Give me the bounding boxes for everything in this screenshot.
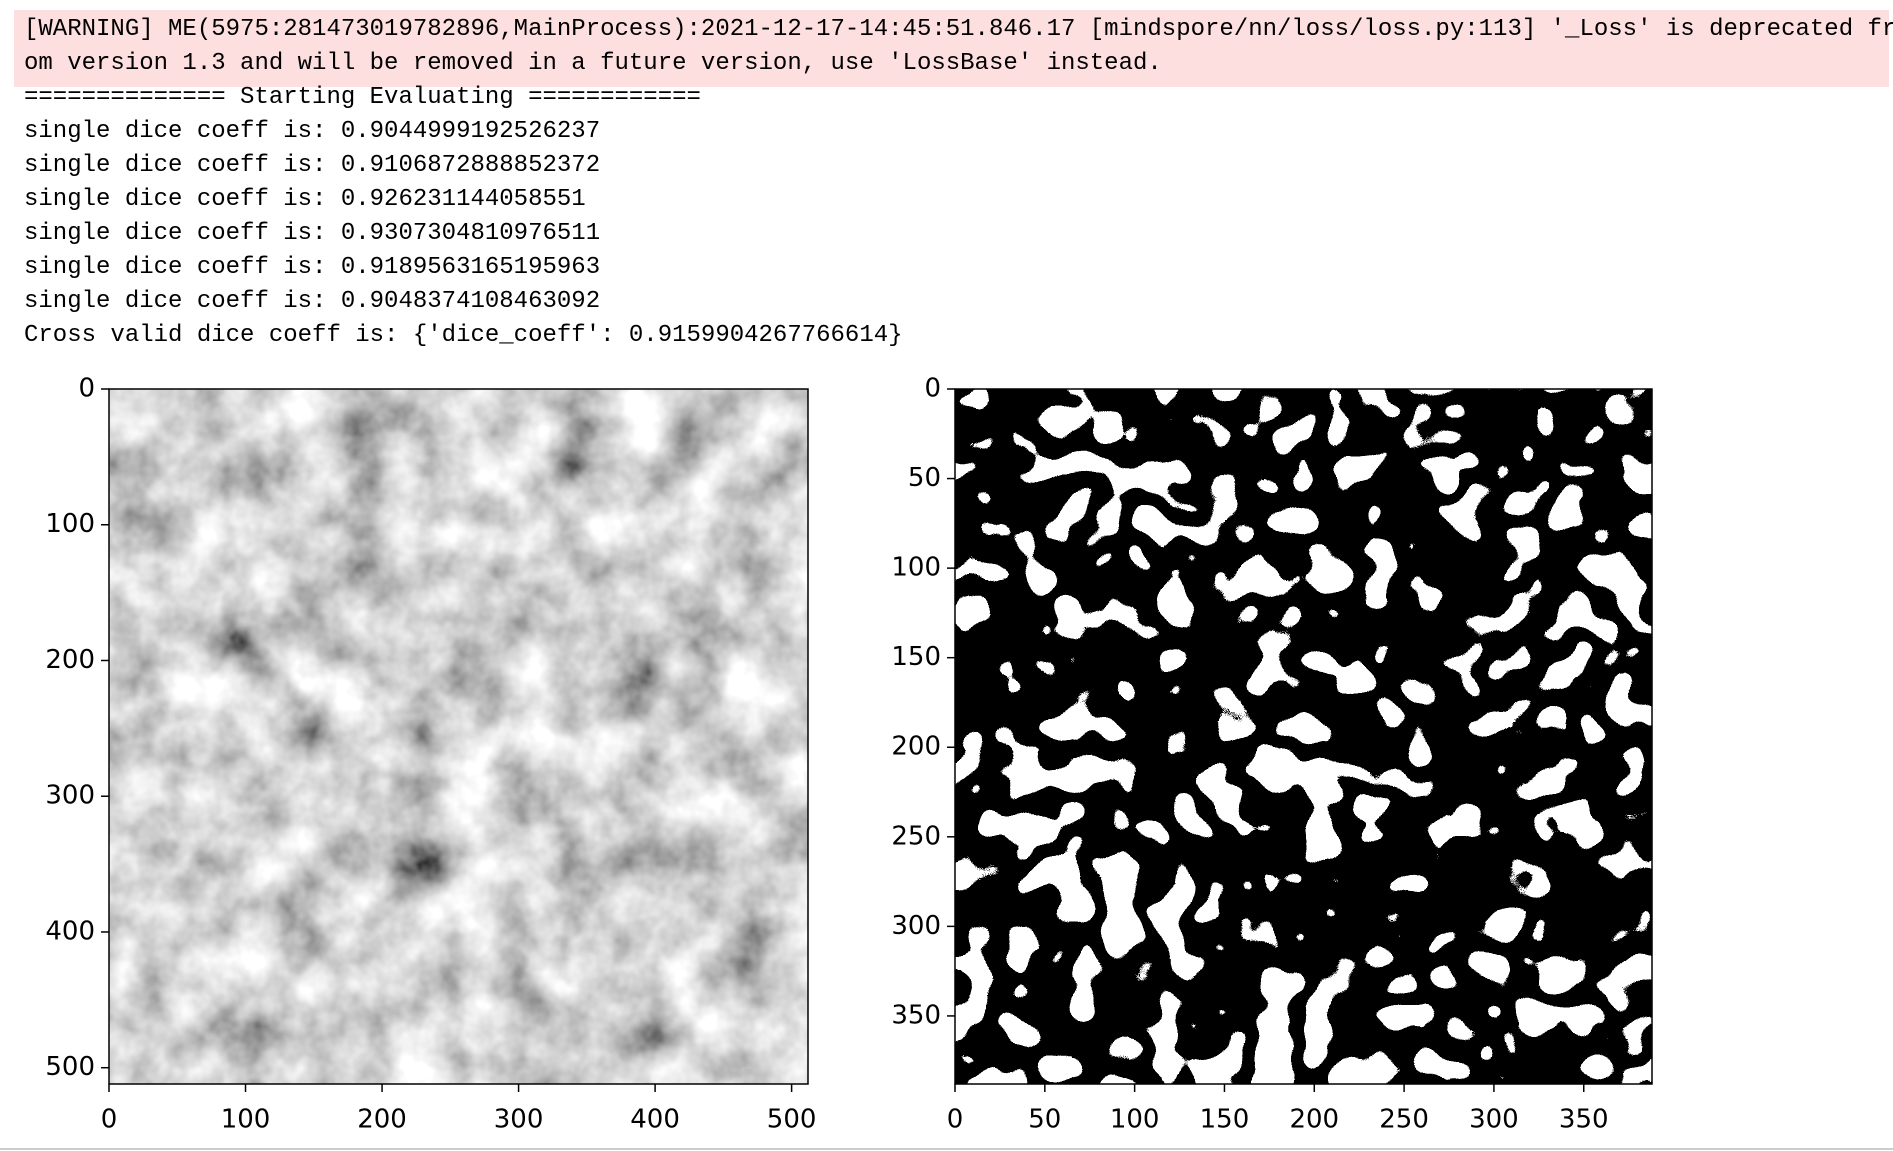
- x-tick-label: 150: [1200, 1105, 1250, 1135]
- x-tick-label: 400: [630, 1105, 680, 1135]
- x-tick-label: 100: [221, 1105, 271, 1135]
- y-tick-label: 300: [45, 781, 95, 811]
- y-tick-label: 200: [45, 645, 95, 675]
- em-image: [109, 389, 808, 1084]
- log-line: single dice coeff is: 0.9307304810976511: [24, 220, 601, 247]
- x-tick-label: 0: [947, 1105, 964, 1135]
- log-line: single dice coeff is: 0.9044999192526237: [24, 118, 601, 145]
- log-line: single dice coeff is: 0.9048374108463092: [24, 288, 601, 315]
- x-tick-label: 200: [357, 1105, 407, 1135]
- x-tick-label: 0: [101, 1105, 118, 1135]
- y-tick-label: 350: [891, 1000, 941, 1030]
- warning-line: om version 1.3 and will be removed in a …: [24, 50, 1162, 77]
- axes-frame: [954, 388, 1653, 1085]
- warning-box: [14, 10, 1889, 87]
- x-tick-label: 100: [1110, 1105, 1160, 1135]
- y-tick-label: 0: [924, 374, 941, 404]
- x-tick-label: 250: [1379, 1105, 1429, 1135]
- y-tick-label: 500: [45, 1052, 95, 1082]
- y-tick-label: 200: [891, 732, 941, 762]
- y-tick-label: 100: [891, 553, 941, 583]
- log-line: Cross valid dice coeff is: {'dice_coeff'…: [24, 322, 903, 349]
- x-tick-label: 300: [494, 1105, 544, 1135]
- y-tick-label: 150: [891, 642, 941, 672]
- y-tick-label: 50: [908, 463, 941, 493]
- y-tick-label: 250: [891, 821, 941, 851]
- log-line: single dice coeff is: 0.9189563165195963: [24, 254, 601, 281]
- segmentation-image: [955, 389, 1652, 1084]
- log-line: ============== Starting Evaluating =====…: [24, 84, 701, 111]
- x-tick-label: 200: [1289, 1105, 1339, 1135]
- log-line: single dice coeff is: 0.9106872888852372: [24, 152, 601, 179]
- axes-frame: [108, 388, 809, 1085]
- x-tick-label: 50: [1028, 1105, 1061, 1135]
- y-tick-label: 300: [891, 911, 941, 941]
- warning-line: [WARNING] ME(5975:281473019782896,MainPr…: [24, 16, 1893, 43]
- y-tick-label: 100: [45, 509, 95, 539]
- cell-border: [0, 1148, 1893, 1150]
- x-tick-label: 500: [767, 1105, 817, 1135]
- log-line: single dice coeff is: 0.926231144058551: [24, 186, 586, 213]
- x-tick-label: 350: [1559, 1105, 1609, 1135]
- y-tick-label: 0: [78, 374, 95, 404]
- x-tick-label: 300: [1469, 1105, 1519, 1135]
- y-tick-label: 400: [45, 916, 95, 946]
